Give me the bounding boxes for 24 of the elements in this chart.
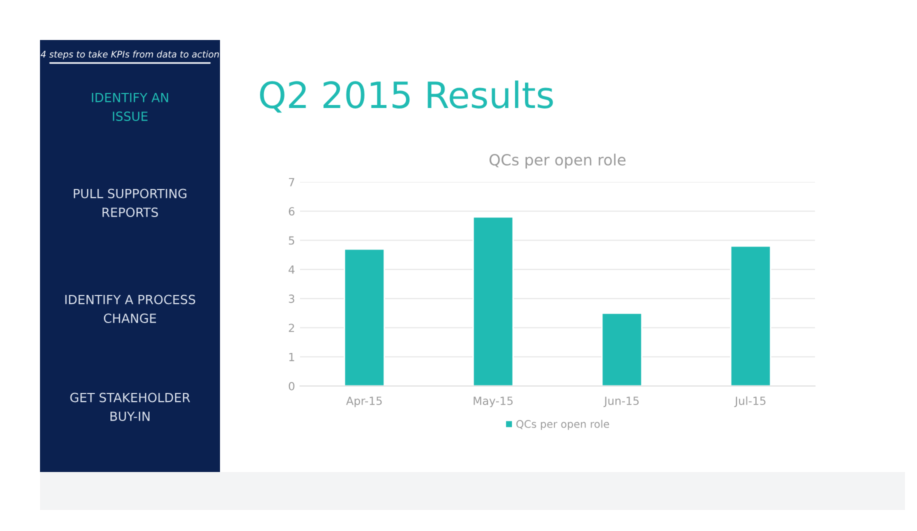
y-tick-label: 7 <box>288 178 294 186</box>
x-tick-label: Jul-15 <box>734 396 766 408</box>
y-tick-label: 6 <box>288 207 294 216</box>
y-tick-label: 0 <box>288 382 294 390</box>
bar <box>472 216 514 386</box>
y-tick-label: 4 <box>288 266 295 274</box>
y-tick-label: 3 <box>288 294 294 303</box>
chart-subtitle: QCs per open role <box>490 154 626 169</box>
text: 4 steps to take KPIs from data to action <box>40 50 219 60</box>
y-tick-label: 2 <box>288 324 294 332</box>
text: IDENTIFY AN ISSUE <box>92 92 168 121</box>
text: IDENTIFY A PROCESS CHANGE <box>65 294 196 323</box>
y-tick-label: 1 <box>289 352 294 362</box>
text: GET STAKEHOLDER BUY-IN <box>70 392 190 421</box>
x-tick-label: May-15 <box>474 396 513 408</box>
bar <box>730 245 772 386</box>
bar <box>344 248 386 386</box>
y-tick-label: 5 <box>288 236 294 245</box>
legend-label: QCs per open role <box>516 420 610 430</box>
x-tick-label: Jun-15 <box>604 396 639 408</box>
x-tick-label: Apr-15 <box>346 396 382 408</box>
chart-title: Q2 2015 Results <box>260 80 553 113</box>
text: PULL SUPPORTING REPORTS <box>74 188 186 217</box>
bar <box>601 312 643 386</box>
